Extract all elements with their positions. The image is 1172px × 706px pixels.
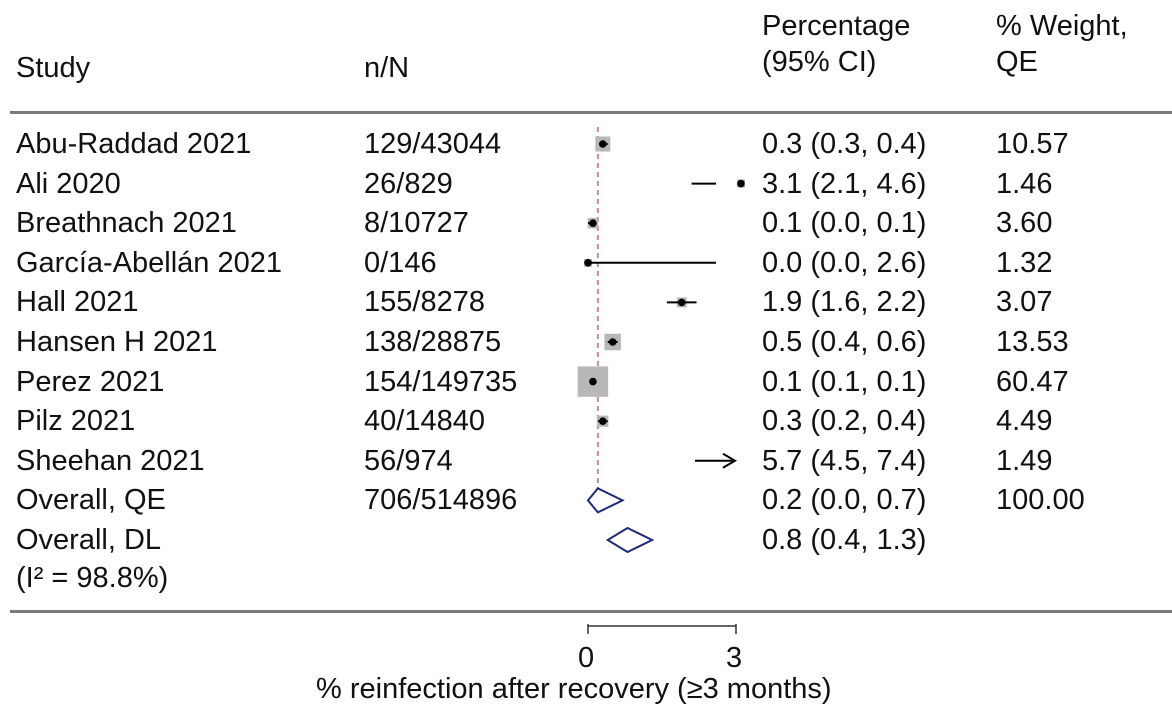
study-nN: 129/43044 [364, 128, 502, 160]
overall-estimate: 0.2 (0.0, 0.7) [762, 484, 927, 517]
study-weight: 13.53 [996, 326, 1069, 358]
study-weight: 1.32 [996, 246, 1053, 279]
study-name: Pilz 2021 [16, 405, 136, 438]
study-name: Breathnach 2021 [16, 207, 237, 240]
study-weight: 1.46 [996, 167, 1053, 200]
study-nN: 138/28875 [364, 326, 502, 358]
footer-divider [10, 610, 1172, 613]
overall-nN: 706/514896 [364, 484, 518, 517]
study-estimate: 0.3 (0.3, 0.4) [762, 128, 927, 160]
study-estimate: 0.3 (0.2, 0.4) [762, 405, 927, 438]
study-nN: 155/8278 [364, 286, 485, 319]
point-estimate [589, 377, 597, 386]
study-name: Abu-Raddad 2021 [16, 128, 252, 160]
study-name: Ali 2020 [16, 167, 121, 200]
study-nN: 26/829 [364, 167, 453, 200]
study-estimate: 5.7 (4.5, 7.4) [762, 444, 927, 477]
study-nN: 56/974 [364, 444, 453, 477]
pooled-diamond [586, 487, 625, 514]
point-estimate [584, 259, 592, 267]
point-estimate [677, 298, 686, 307]
study-name: García-Abellán 2021 [16, 246, 282, 279]
study-name: Hall 2021 [16, 286, 139, 319]
study-estimate: 0.1 (0.0, 0.1) [762, 207, 927, 240]
study-name: Hansen H 2021 [16, 326, 218, 358]
heterogeneity-label: (I² = 98.8%) [16, 562, 169, 594]
study-estimate: 0.5 (0.4, 0.6) [762, 326, 927, 358]
study-estimate: 0.1 (0.1, 0.1) [762, 365, 927, 398]
study-nN: 8/10727 [364, 207, 469, 240]
study-weight: 1.49 [996, 444, 1053, 477]
point-estimate [599, 140, 607, 148]
study-nN: 154/149735 [364, 365, 518, 398]
study-weight: 60.47 [996, 365, 1069, 398]
overall-label: Overall, DL [16, 524, 162, 556]
point-estimate [599, 417, 607, 426]
pooled-diamond [605, 526, 655, 554]
point-estimate [608, 338, 617, 346]
x-axis-label: % reinfection after recovery (≥3 months) [316, 673, 832, 705]
x-tick-3: 3 [726, 642, 743, 674]
overall-estimate: 0.8 (0.4, 1.3) [762, 524, 927, 556]
study-name: Perez 2021 [16, 365, 165, 398]
header-divider [10, 111, 1172, 114]
header-study: Study [16, 52, 91, 84]
header-weight: % Weight, QE [996, 10, 1128, 78]
study-weight: 10.57 [996, 128, 1069, 160]
study-name: Sheehan 2021 [16, 444, 205, 477]
overall-weight: 100.00 [996, 484, 1085, 517]
study-estimate: 0.0 (0.0, 2.6) [762, 246, 927, 279]
header-nN: n/N [364, 52, 410, 84]
study-estimate: 3.1 (2.1, 4.6) [762, 167, 927, 200]
study-nN: 0/146 [364, 246, 437, 279]
point-estimate [737, 179, 745, 188]
header-estimate: Percentage (95% CI) [762, 10, 911, 78]
ci-arrow-head [722, 452, 737, 469]
study-weight: 3.60 [996, 207, 1053, 240]
study-weight: 4.49 [996, 405, 1053, 438]
overall-label: Overall, QE [16, 484, 166, 517]
study-nN: 40/14840 [364, 405, 485, 438]
study-weight: 3.07 [996, 286, 1053, 319]
x-tick-0: 0 [578, 642, 595, 674]
study-estimate: 1.9 (1.6, 2.2) [762, 286, 927, 319]
point-estimate [589, 219, 597, 227]
